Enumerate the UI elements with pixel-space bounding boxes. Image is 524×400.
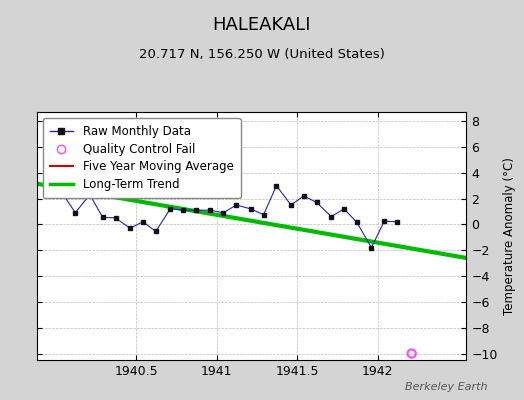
Text: Berkeley Earth: Berkeley Earth xyxy=(405,382,487,392)
Y-axis label: Temperature Anomaly (°C): Temperature Anomaly (°C) xyxy=(503,157,516,315)
Text: 20.717 N, 156.250 W (United States): 20.717 N, 156.250 W (United States) xyxy=(139,48,385,61)
Text: HALEAKALI: HALEAKALI xyxy=(213,16,311,34)
Point xyxy=(408,350,416,357)
Legend: Raw Monthly Data, Quality Control Fail, Five Year Moving Average, Long-Term Tren: Raw Monthly Data, Quality Control Fail, … xyxy=(42,118,241,198)
